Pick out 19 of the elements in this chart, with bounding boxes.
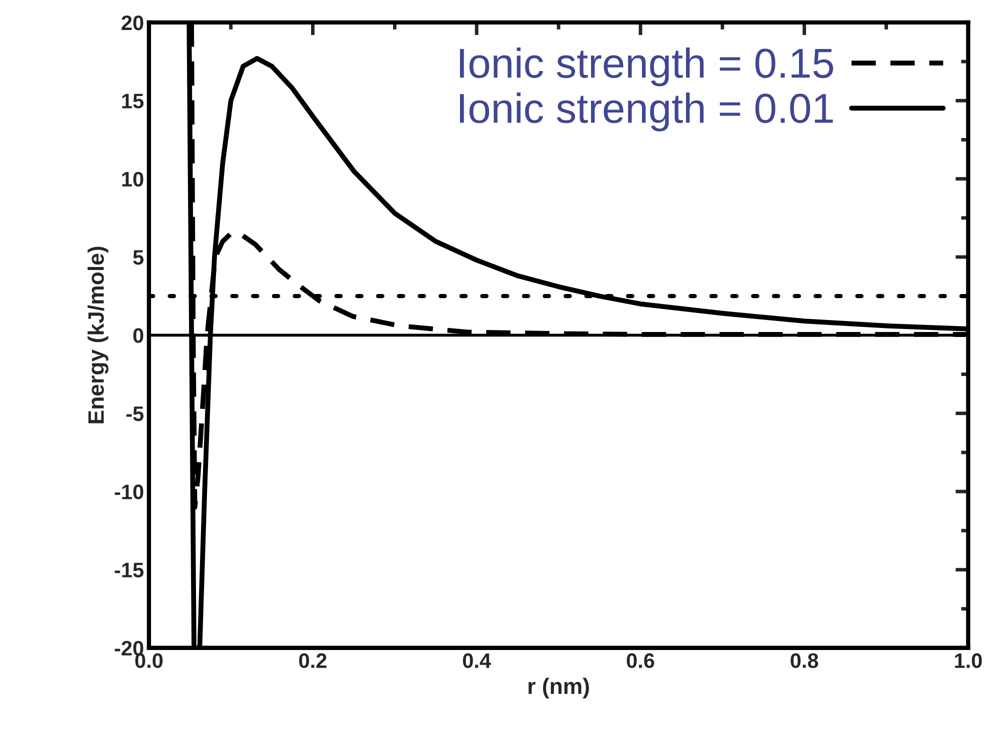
y-tick-label: 5 xyxy=(133,250,144,265)
y-tick-label: -10 xyxy=(114,484,144,500)
y-tick-label: -15 xyxy=(114,562,144,578)
y-tick-label: 10 xyxy=(122,172,144,187)
y-tick-label: -5 xyxy=(126,406,144,422)
x-axis-title: r (nm) xyxy=(528,678,589,698)
y-tick-label: -20 xyxy=(114,640,144,656)
x-tick-label: 1.0 xyxy=(955,653,982,668)
y-axis-title: Energy (kJ/mole) xyxy=(88,246,108,424)
x-tick-label: 0.6 xyxy=(626,653,654,668)
y-tick-label: 15 xyxy=(122,94,144,108)
y-tick-label: 0 xyxy=(133,328,144,343)
legend-label: Ionic strength = 0.15 xyxy=(460,47,834,86)
x-tick-label: 0.8 xyxy=(790,653,818,668)
x-tick-label: 0.4 xyxy=(462,653,492,668)
y-tick-label: 20 xyxy=(122,15,144,30)
x-tick-label: 0.2 xyxy=(299,653,326,668)
x-tick-label: 0.0 xyxy=(135,653,163,668)
legend-label: Ionic strength = 0.01 xyxy=(460,92,833,132)
